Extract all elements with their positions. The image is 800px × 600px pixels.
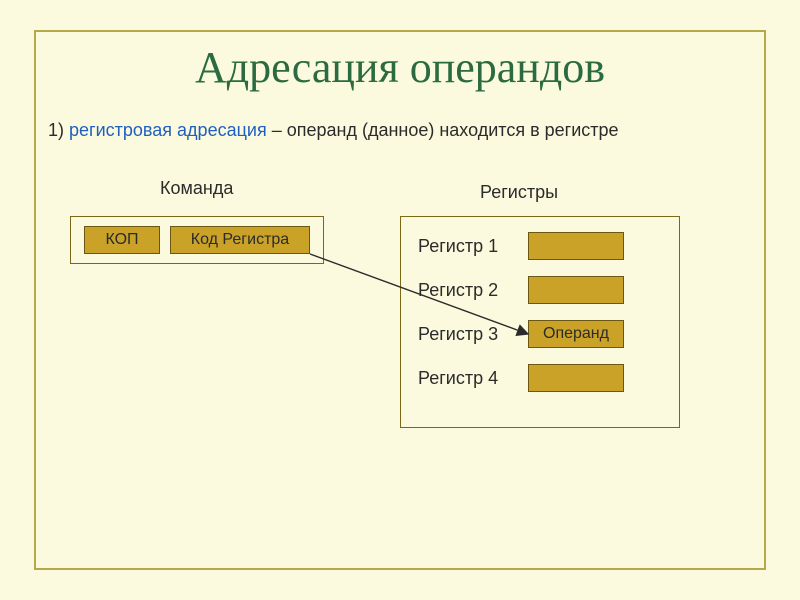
- command-label: Команда: [160, 178, 233, 199]
- register-label-1: Регистр 1: [418, 236, 498, 257]
- subtitle-rest: – операнд (данное) находится в регистре: [267, 120, 619, 140]
- subtitle-prefix: 1): [48, 120, 69, 140]
- register-chip-3: Операнд: [528, 320, 624, 348]
- slide: Адресация операндов 1) регистровая адрес…: [0, 0, 800, 600]
- subtitle-highlight: регистровая адресация: [69, 120, 267, 140]
- register-chip-1: [528, 232, 624, 260]
- registers-label: Регистры: [480, 182, 558, 203]
- register-chip-4: [528, 364, 624, 392]
- register-label-2: Регистр 2: [418, 280, 498, 301]
- chip-kop: КОП: [84, 226, 160, 254]
- slide-title: Адресация операндов: [0, 42, 800, 93]
- subtitle: 1) регистровая адресация – операнд (данн…: [48, 120, 619, 141]
- register-label-3: Регистр 3: [418, 324, 498, 345]
- chip-kod: Код Регистра: [170, 226, 310, 254]
- register-label-4: Регистр 4: [418, 368, 498, 389]
- register-chip-2: [528, 276, 624, 304]
